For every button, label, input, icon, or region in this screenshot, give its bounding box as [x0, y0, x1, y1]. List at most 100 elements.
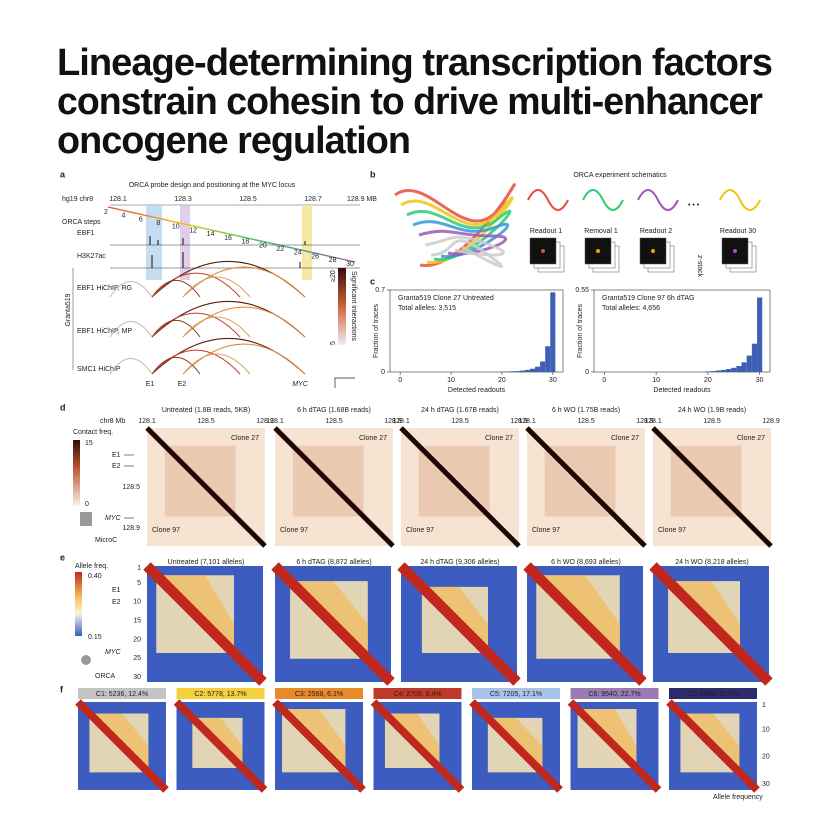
- arrow: [334, 377, 355, 388]
- step-label: 6: [139, 216, 143, 223]
- colorbar: [73, 440, 80, 506]
- step-label: 26: [311, 253, 319, 260]
- scale-tick: 0: [85, 501, 89, 508]
- heatmap: [649, 562, 773, 686]
- element-label: E2: [112, 463, 121, 470]
- y-tick-label: 10: [762, 726, 770, 733]
- colorbar: [338, 268, 346, 345]
- genome-label: hg19 chr8: [62, 196, 93, 203]
- heatmap: [370, 699, 465, 793]
- arc: [182, 266, 306, 298]
- step-label: Removal 1: [584, 228, 618, 235]
- x-tick-label: 128.5: [451, 418, 469, 425]
- x-tick-label: 128.9: [510, 418, 528, 425]
- cluster-label: C4: 2709, 6.4%: [393, 691, 441, 698]
- bar: [757, 297, 763, 372]
- arc: [109, 281, 153, 298]
- colorbar: [75, 572, 82, 636]
- steps-line: [107, 206, 356, 263]
- x-tick-label: 128.9: [256, 418, 274, 425]
- x-tick-label: 128.5: [577, 418, 595, 425]
- x-tick-label: 30: [756, 377, 764, 384]
- diagonal: [649, 562, 773, 686]
- x-tick-label: 128.5: [197, 418, 215, 425]
- element-label: E2: [178, 381, 187, 388]
- axis-label: chr8 Mb: [100, 418, 125, 425]
- method-label: ORCA: [95, 673, 116, 680]
- diagonal: [271, 562, 395, 686]
- y-tick-label: 0: [585, 369, 589, 376]
- panel-label: f: [60, 684, 64, 694]
- condition-title: 6 h WO (8,693 alleles): [551, 559, 621, 566]
- scale-title: Allele freq.: [75, 563, 108, 570]
- bar: [550, 292, 556, 372]
- bar: [751, 343, 758, 372]
- coord-label: 128.1: [109, 196, 127, 203]
- diagonal: [75, 699, 169, 793]
- step-label: Readout 30: [720, 228, 756, 235]
- hichip-label: EBF1 HiChIP, MP: [77, 328, 132, 335]
- bar: [710, 371, 716, 372]
- step-label: 8: [156, 220, 160, 227]
- bar: [514, 371, 520, 372]
- step-label: 24: [294, 250, 302, 257]
- diagonal: [567, 699, 662, 793]
- diagonal: [273, 426, 395, 548]
- diagonal: [666, 699, 760, 793]
- corner-label: Clone 97: [152, 527, 180, 534]
- hichip-label: EBF1 HiChIP, RG: [77, 285, 132, 292]
- image-stack: [639, 237, 667, 265]
- element-label: E1: [146, 381, 155, 388]
- diagonal: [469, 699, 563, 793]
- condition-title: 6 h dTAG (8,872 alleles): [296, 559, 371, 566]
- chart-frame: [389, 289, 564, 373]
- diagonal: [143, 562, 267, 686]
- spot: [596, 249, 600, 253]
- bar: [524, 369, 530, 372]
- bar: [746, 355, 752, 372]
- scale-tick: 15: [85, 440, 93, 447]
- condition-title: 6 h WO (1.75B reads): [552, 407, 620, 414]
- cluster-label: C6: 9540, 22.7%: [588, 691, 640, 698]
- legend-tick: ≥20: [330, 270, 337, 282]
- corner-label: Clone 27: [231, 435, 259, 442]
- cluster-header: [570, 688, 659, 699]
- bar: [720, 369, 726, 372]
- diagonal: [272, 699, 366, 793]
- arc: [109, 358, 153, 375]
- step-label: 22: [276, 246, 284, 253]
- step-label: 12: [189, 227, 197, 234]
- headline: constrain cohesin to drive multi-enhance…: [57, 81, 763, 123]
- x-tick-label: 10: [447, 377, 455, 384]
- heatmap: [525, 426, 647, 548]
- cluster-label: C5: 7205, 17.1%: [490, 691, 542, 698]
- method-label: MicroC: [95, 537, 117, 544]
- x-tick-label: 128.5: [703, 418, 721, 425]
- heatmap: [271, 562, 395, 686]
- condition-title: 24 h dTAG (1.67B reads): [421, 407, 499, 414]
- panel-label: e: [60, 552, 65, 562]
- arc: [151, 320, 201, 338]
- bar: [736, 366, 742, 372]
- y-tick-label: 20: [762, 754, 770, 761]
- bar: [545, 346, 551, 372]
- x-tick-label: 128.1: [138, 418, 156, 425]
- heatmap: [273, 426, 395, 548]
- diagonal: [399, 426, 521, 548]
- cluster-header: [78, 688, 166, 699]
- cluster-header: [275, 688, 363, 699]
- step-label: Readout 1: [530, 228, 562, 235]
- cluster-label: C7: 9080, 21.6%: [687, 691, 739, 698]
- y-tick-label: 1: [137, 565, 141, 572]
- x-tick-label: 128.1: [518, 418, 536, 425]
- condition-title: 24 h dTAG (9,306 alleles): [420, 559, 499, 566]
- chart-subtitle: Total alleles: 3,515: [398, 305, 456, 312]
- y-tick-label: 30: [133, 674, 141, 681]
- heatmap: [469, 699, 563, 793]
- legend-tick: 5: [330, 341, 337, 345]
- heatmap: [145, 426, 267, 548]
- arc: [182, 316, 251, 338]
- heatmap: [272, 699, 366, 793]
- steps-label: ORCA steps: [62, 219, 101, 226]
